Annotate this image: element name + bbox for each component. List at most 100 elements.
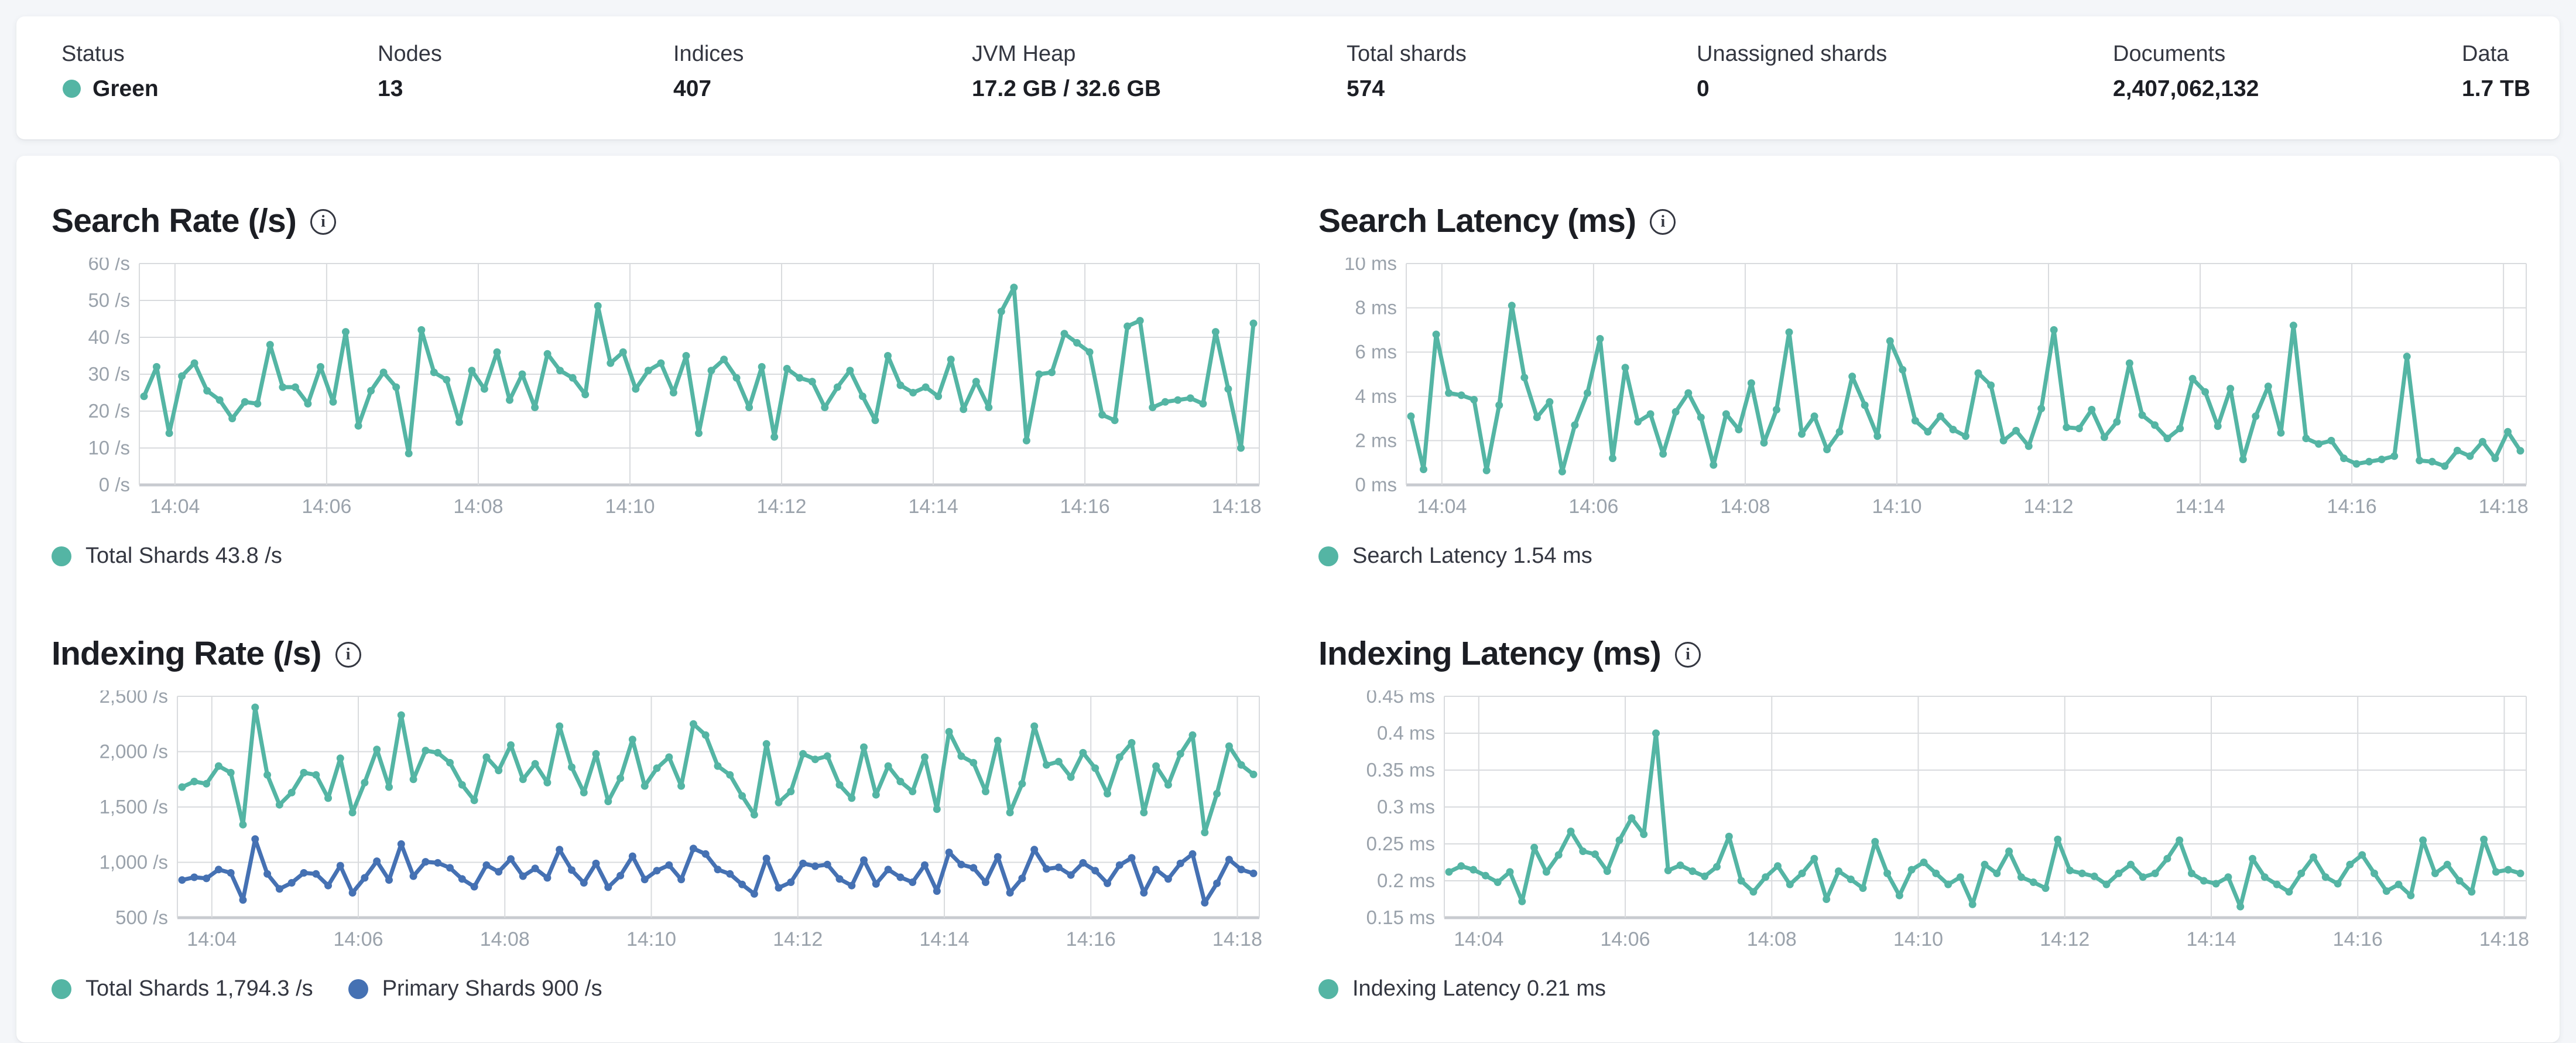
svg-text:14:16: 14:16 [2327, 495, 2377, 518]
info-icon[interactable]: i [310, 209, 337, 235]
stat-label: Nodes [378, 42, 442, 66]
legend: Total Shards 43.8 /s [52, 543, 1262, 569]
indexing-rate-plot[interactable]: 500 /s 1,000 /s 1,500 /s 2,000 /s 2,500 /s 14… [52, 690, 1262, 959]
svg-text:14:14: 14:14 [2176, 495, 2225, 518]
chart-search-rate: Search Rate (/s) i 0 /s 10 /s 20 /s 30 /s 40… [52, 201, 1262, 569]
svg-text:14:16: 14:16 [1066, 928, 1116, 950]
stat-label: Unassigned shards [1697, 42, 1888, 66]
svg-text:14:14: 14:14 [909, 495, 958, 518]
search-rate-plot[interactable]: 0 /s 10 /s 20 /s 30 /s 40 /s 50 /s 60 /s 14:04 1… [52, 258, 1262, 526]
svg-text:0.45 ms: 0.45 ms [1366, 690, 1435, 707]
stat-label: JVM Heap [972, 42, 1076, 66]
svg-text:14:04: 14:04 [150, 495, 200, 518]
chart-indexing-latency: Indexing Latency (ms) i 0.15 ms 0.2 ms 0.2… [1318, 634, 2529, 1001]
stat-unassigned-shards: Unassigned shards 0 [1697, 41, 2113, 102]
svg-text:14:06: 14:06 [302, 495, 351, 518]
legend-item[interactable]: Indexing Latency 0.21 ms [1318, 976, 1606, 1001]
indexing-latency-plot[interactable]: 0.15 ms 0.2 ms 0.25 ms 0.3 ms 0.35 ms 0.4 ms 0… [1318, 690, 2529, 959]
legend-label: Search Latency 1.54 ms [1352, 543, 1592, 568]
cluster-status-bar: Status Green Nodes 13 Indices 407 JVM He… [16, 16, 2560, 139]
stat-label: Total shards [1347, 42, 1467, 66]
svg-text:14:06: 14:06 [1600, 928, 1650, 950]
svg-text:14:04: 14:04 [1454, 928, 1503, 950]
legend-dot [52, 546, 71, 566]
svg-text:6 ms: 6 ms [1355, 341, 1397, 363]
svg-text:14:06: 14:06 [1568, 495, 1618, 518]
chart-indexing-rate: Indexing Rate (/s) i 500 /s 1,000 /s 1,500… [52, 634, 1262, 1001]
legend-dot [1318, 546, 1338, 566]
svg-text:14:10: 14:10 [605, 495, 655, 518]
svg-text:30 /s: 30 /s [88, 363, 130, 385]
stat-value: 2,407,062,132 [2113, 76, 2259, 101]
svg-text:4 ms: 4 ms [1355, 385, 1397, 407]
svg-text:14:18: 14:18 [1212, 928, 1262, 950]
stat-nodes: Nodes 13 [378, 41, 673, 102]
legend: Search Latency 1.54 ms [1318, 543, 2529, 569]
svg-text:14:08: 14:08 [453, 495, 503, 518]
svg-text:0.35 ms: 0.35 ms [1366, 759, 1435, 781]
svg-text:14:10: 14:10 [626, 928, 676, 950]
legend-label: Primary Shards 900 /s [382, 976, 602, 1001]
info-icon[interactable]: i [1675, 642, 1701, 668]
svg-text:40 /s: 40 /s [88, 326, 130, 348]
status-dot [63, 80, 81, 98]
stat-label: Status [61, 42, 125, 66]
stat-documents: Documents 2,407,062,132 [2113, 41, 2462, 102]
svg-text:14:14: 14:14 [919, 928, 969, 950]
svg-text:14:06: 14:06 [333, 928, 383, 950]
svg-text:0.2 ms: 0.2 ms [1377, 870, 1435, 891]
svg-text:8 ms: 8 ms [1355, 297, 1397, 319]
svg-text:2,000 /s: 2,000 /s [100, 741, 168, 762]
stat-data: Data 1.7 TB [2462, 41, 2530, 102]
svg-text:14:18: 14:18 [2479, 928, 2529, 950]
svg-text:0 /s: 0 /s [99, 474, 130, 495]
svg-text:500 /s: 500 /s [115, 907, 168, 928]
svg-text:1,000 /s: 1,000 /s [100, 852, 168, 873]
legend-item[interactable]: Search Latency 1.54 ms [1318, 543, 1592, 569]
svg-text:14:18: 14:18 [1212, 495, 1262, 518]
legend-label: Indexing Latency 0.21 ms [1352, 976, 1606, 1001]
svg-text:0.4 ms: 0.4 ms [1377, 722, 1435, 744]
info-icon[interactable]: i [1650, 209, 1676, 235]
chart-title: Search Rate (/s) [52, 202, 297, 240]
stat-value: 13 [378, 76, 403, 101]
info-icon[interactable]: i [335, 642, 361, 668]
legend-label: Total Shards 43.8 /s [85, 543, 282, 568]
legend: Indexing Latency 0.21 ms [1318, 976, 2529, 1001]
svg-text:14:16: 14:16 [1060, 495, 1110, 518]
charts-panel: Search Rate (/s) i 0 /s 10 /s 20 /s 30 /s 40… [16, 156, 2560, 1042]
chart-title: Indexing Rate (/s) [52, 635, 321, 672]
stat-total-shards: Total shards 574 [1347, 41, 1697, 102]
svg-text:60 /s: 60 /s [88, 258, 130, 274]
legend-dot [52, 979, 71, 999]
legend-item[interactable]: Total Shards 1,794.3 /s [52, 976, 313, 1001]
svg-text:14:12: 14:12 [756, 495, 806, 518]
svg-text:14:14: 14:14 [2186, 928, 2236, 950]
legend-dot [1318, 979, 1338, 999]
svg-text:14:08: 14:08 [480, 928, 530, 950]
stat-jvm-heap: JVM Heap 17.2 GB / 32.6 GB [972, 41, 1347, 102]
svg-text:14:08: 14:08 [1720, 495, 1770, 518]
stat-label: Data [2462, 42, 2509, 66]
svg-text:14:12: 14:12 [2040, 928, 2089, 950]
stat-value: 17.2 GB / 32.6 GB [972, 76, 1161, 101]
chart-title: Search Latency (ms) [1318, 202, 1636, 240]
legend-item[interactable]: Primary Shards 900 /s [348, 976, 602, 1001]
stat-label: Indices [673, 42, 744, 66]
svg-text:14:08: 14:08 [1747, 928, 1797, 950]
svg-text:10 ms: 10 ms [1344, 258, 1397, 274]
legend-label: Total Shards 1,794.3 /s [85, 976, 313, 1001]
svg-text:0.15 ms: 0.15 ms [1366, 907, 1435, 928]
chart-search-latency: Search Latency (ms) i 0 ms 2 ms 4 ms 6 ms 8 … [1318, 201, 2529, 569]
stat-value: 1.7 TB [2462, 76, 2531, 101]
svg-text:10 /s: 10 /s [88, 437, 130, 459]
svg-text:0.25 ms: 0.25 ms [1366, 833, 1435, 854]
stat-value: 0 [1697, 76, 1710, 101]
stat-status: Status Green [61, 41, 378, 102]
search-latency-plot[interactable]: 0 ms 2 ms 4 ms 6 ms 8 ms 10 ms 14:04 14:06 14:08… [1318, 258, 2529, 526]
legend: Total Shards 1,794.3 /s Primary Shards 9… [52, 976, 1262, 1001]
svg-text:0.3 ms: 0.3 ms [1377, 796, 1435, 818]
legend-item[interactable]: Total Shards 43.8 /s [52, 543, 282, 569]
stat-value: Green [93, 76, 159, 101]
